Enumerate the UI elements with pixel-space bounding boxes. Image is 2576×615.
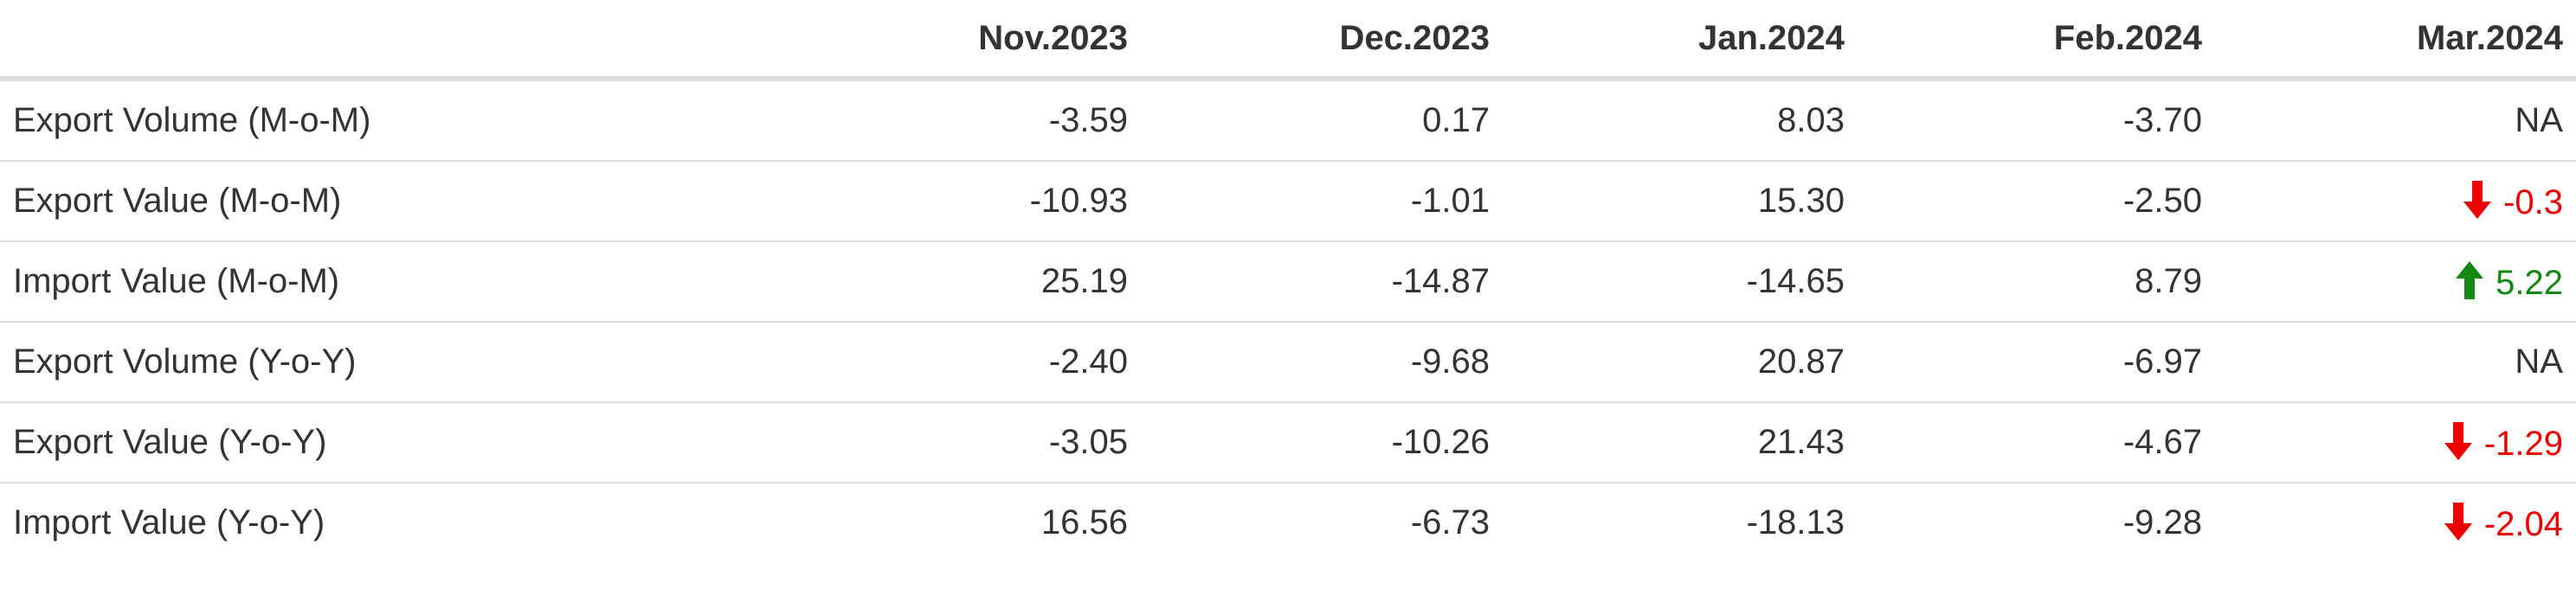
value-cell: -6.97: [1858, 322, 2215, 403]
trade-statistics-table: Nov.2023 Dec.2023 Jan.2024 Feb.2024 Mar.…: [0, 0, 2576, 562]
value-cell: -9.28: [2122, 503, 2202, 541]
value-cell-latest: 5.22: [2215, 241, 2576, 323]
row-label: Import Value (Y-o-Y): [13, 503, 325, 541]
header-row: Nov.2023 Dec.2023 Jan.2024 Feb.2024 Mar.…: [0, 0, 2576, 81]
table-row: Import Value (Y-o-Y) 16.56 -6.73 -18.13 -9.2…: [0, 483, 2576, 562]
value-cell: 0.17: [1141, 79, 1503, 162]
value-cell-latest: -1.29: [2215, 402, 2576, 484]
value-cell: -2.40: [831, 322, 1141, 403]
value-cell: -3.59: [831, 79, 1141, 162]
row-label: Export Volume (M-o-M): [0, 79, 831, 162]
table-row: Import Value (M-o-M) 25.19 -14.87 -14.65 8.7…: [0, 241, 2576, 323]
value-cell: 16.56: [1040, 503, 1128, 541]
value-cell: 21.43: [1503, 402, 1858, 484]
table-row: Export Value (M-o-M) -10.93 -1.01 15.30 -2.5…: [0, 161, 2576, 242]
header-cell-mar-2024: Mar.2024: [2215, 0, 2576, 81]
value-cell: -18.13: [1746, 503, 1845, 541]
value-cell-latest: NA: [2215, 79, 2576, 162]
table-row: Export Volume (M-o-M) -3.59 0.17 8.03 -3.70 N…: [0, 79, 2576, 162]
value-cell: 8.03: [1503, 79, 1858, 162]
header-cell-nov-2023: Nov.2023: [831, 0, 1141, 81]
row-label: Export Volume (Y-o-Y): [0, 322, 831, 403]
row-label: Import Value (M-o-M): [0, 241, 831, 323]
latest-value: -2.04: [2483, 504, 2563, 543]
table-row: Export Value (Y-o-Y) -3.05 -10.26 21.43 -4.6…: [0, 402, 2576, 484]
value-cell: -10.93: [831, 161, 1141, 242]
value-cell: 15.30: [1503, 161, 1858, 242]
value-cell: 25.19: [831, 241, 1141, 323]
arrow-down-icon: [2444, 421, 2472, 460]
arrow-up-icon: [2456, 260, 2484, 299]
value-cell: -2.50: [1858, 161, 2215, 242]
latest-value: -1.29: [2483, 424, 2563, 463]
header-cell-dec-2023: Dec.2023: [1141, 0, 1503, 81]
value-cell-latest: -0.3: [2215, 161, 2576, 242]
value-cell: -3.70: [1858, 79, 2215, 162]
latest-value: NA: [2515, 101, 2563, 139]
value-cell: -9.68: [1141, 322, 1503, 403]
value-cell-latest: NA: [2215, 322, 2576, 403]
value-cell: 8.79: [1858, 241, 2215, 323]
value-cell: -10.26: [1141, 402, 1503, 484]
table-row: Export Volume (Y-o-Y) -2.40 -9.68 20.87 -6.9…: [0, 322, 2576, 403]
table-body: Export Volume (M-o-M) -3.59 0.17 8.03 -3.70 N…: [0, 79, 2576, 562]
header-cell-label: [0, 0, 831, 81]
latest-value: 5.22: [2496, 263, 2563, 302]
value-cell: -6.73: [1410, 503, 1490, 541]
data-table-container: Nov.2023 Dec.2023 Jan.2024 Feb.2024 Mar.…: [0, 0, 2576, 562]
header-cell-jan-2024: Jan.2024: [1503, 0, 1858, 81]
table-header: Nov.2023 Dec.2023 Jan.2024 Feb.2024 Mar.…: [0, 0, 2576, 81]
value-cell: -1.01: [1141, 161, 1503, 242]
value-cell: -14.65: [1503, 241, 1858, 323]
latest-value: -0.3: [2503, 183, 2563, 221]
header-cell-feb-2024: Feb.2024: [1858, 0, 2215, 81]
arrow-down-icon: [2444, 502, 2472, 541]
value-cell: -14.87: [1141, 241, 1503, 323]
value-cell-latest: -2.04: [2215, 483, 2576, 562]
value-cell: -4.67: [1858, 402, 2215, 484]
value-cell: 20.87: [1503, 322, 1858, 403]
latest-value: NA: [2515, 343, 2563, 381]
row-label: Export Value (Y-o-Y): [0, 402, 831, 484]
value-cell: -3.05: [831, 402, 1141, 484]
row-label: Export Value (M-o-M): [0, 161, 831, 242]
arrow-down-icon: [2463, 180, 2492, 219]
